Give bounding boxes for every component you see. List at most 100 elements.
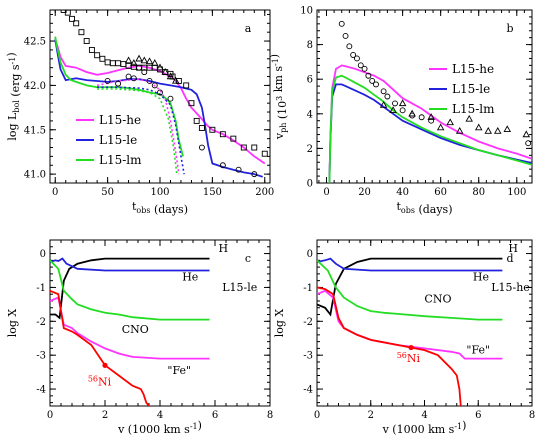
obs-point-circle <box>354 55 360 62</box>
series-line-l15-he-dotted <box>96 78 180 175</box>
plot-frame <box>316 239 533 407</box>
y-tick-label: -1 <box>36 283 46 294</box>
label-he: He <box>182 271 198 284</box>
y-tick-label: 42.0 <box>24 81 46 92</box>
x-tick-label: 0 <box>52 187 58 198</box>
legend-entry: L15-he <box>452 62 494 76</box>
x-tick-label: 40 <box>396 187 409 198</box>
obs-point-triangle <box>493 126 502 134</box>
x-tick-label: 200 <box>255 187 274 198</box>
panel-label: a <box>245 22 252 35</box>
obs-point-circle <box>151 82 158 89</box>
obs-point-circle <box>338 20 345 27</box>
x-tick-label: 100 <box>150 187 169 198</box>
plot-frame <box>49 239 271 407</box>
ni-marker-dot <box>408 344 414 351</box>
obs-point-circle <box>167 95 174 102</box>
obs-point-circle <box>350 52 357 58</box>
ni-marker-dot <box>102 362 108 368</box>
series-line-h <box>50 257 210 320</box>
obs-point-triangle <box>124 56 133 64</box>
model-label: L15-he <box>491 281 530 294</box>
y-tick-label: -4 <box>303 385 313 396</box>
obs-point-circle <box>146 78 153 84</box>
series-line-l15-le-dotted <box>97 86 185 175</box>
obs-point-square <box>261 150 268 157</box>
obs-point-square <box>60 10 67 13</box>
y-tick-label: -3 <box>36 351 46 362</box>
obs-point-triangle <box>408 109 416 117</box>
panel-label: d <box>506 252 513 265</box>
x-axis-label: tobs (days) <box>132 200 188 216</box>
model-label: L15-le <box>222 281 257 294</box>
obs-point-circle <box>130 75 137 82</box>
label-ni56: 56Ni <box>88 375 112 389</box>
obs-point-triangle <box>171 76 180 84</box>
x-tick-label: 0 <box>314 410 320 421</box>
obs-point-circle <box>235 166 242 173</box>
y-axis-label: vph (103 km s-1) <box>268 54 289 140</box>
x-tick-label: 100 <box>507 187 526 198</box>
obs-point-circle <box>380 88 387 95</box>
label-cno: CNO <box>424 293 451 306</box>
obs-point-circle <box>115 80 122 87</box>
series-line-l15-le <box>54 39 263 178</box>
x-tick-label: 50 <box>101 187 114 198</box>
series-line-he <box>50 257 210 272</box>
obs-point-triangle <box>446 118 454 126</box>
y-axis-label: log X <box>6 309 19 338</box>
obs-point-square <box>198 125 205 131</box>
y-tick-label: 2 <box>307 144 313 155</box>
obs-point-square <box>251 144 258 151</box>
obs-point-triangle <box>474 123 483 131</box>
obs-point-triangle <box>145 57 154 65</box>
x-axis-label: v (1000 km s-1) <box>117 419 202 436</box>
label-ni56: 56Ni <box>397 351 421 365</box>
x-axis-label: v (1000 km s-1) <box>382 419 467 436</box>
legend-entry: L15-lm <box>99 153 142 167</box>
x-tick-label: 0 <box>47 410 53 421</box>
obs-point-triangle <box>465 114 473 122</box>
obs-point-circle <box>157 89 163 96</box>
label-h: H <box>218 242 228 255</box>
y-tick-label: -3 <box>303 351 313 362</box>
obs-point-square <box>88 46 95 53</box>
series-line-cno <box>50 259 210 321</box>
obs-point-triangle <box>150 59 159 66</box>
obs-point-circle <box>428 117 435 124</box>
obs-point-square <box>69 15 75 22</box>
series-line-he <box>317 257 503 272</box>
obs-point-square <box>115 60 122 67</box>
obs-point-square <box>183 82 190 89</box>
obs-point-circle <box>384 93 391 100</box>
obs-point-triangle <box>130 59 138 66</box>
obs-point-triangle <box>427 113 435 120</box>
obs-point-circle <box>369 77 376 84</box>
x-axis-label: tobs (days) <box>396 200 452 216</box>
obs-point-circle <box>357 62 364 69</box>
x-tick-label: 80 <box>472 187 485 198</box>
y-tick-label: -4 <box>36 385 46 396</box>
panel-a: 0 50 100 150 200 41.0 41.5 42.0 42.5 tobs (days) l… <box>5 9 274 216</box>
obs-point-triangle <box>166 72 175 80</box>
y-axis-label: log Lbol (erg s-1) <box>5 52 22 140</box>
obs-point-square <box>193 117 200 124</box>
obs-point-square <box>78 29 85 36</box>
panel-label: c <box>245 252 251 265</box>
x-tick-label: 60 <box>434 187 447 198</box>
obs-point-triangle <box>503 125 512 133</box>
obs-point-square <box>120 61 127 68</box>
y-tick-label: 0 <box>307 249 313 260</box>
legend-entry: L15-he <box>99 113 141 127</box>
obs-point-circle <box>392 100 398 107</box>
obs-point-square <box>209 126 216 133</box>
label-cno: CNO <box>122 323 149 336</box>
obs-point-triangle <box>156 63 164 71</box>
obs-point-circle <box>346 43 353 50</box>
obs-point-circle <box>125 73 132 80</box>
obs-point-circle <box>136 64 142 71</box>
obs-point-square <box>104 59 111 66</box>
label-he: He <box>473 271 489 284</box>
obs-point-triangle <box>140 56 149 64</box>
